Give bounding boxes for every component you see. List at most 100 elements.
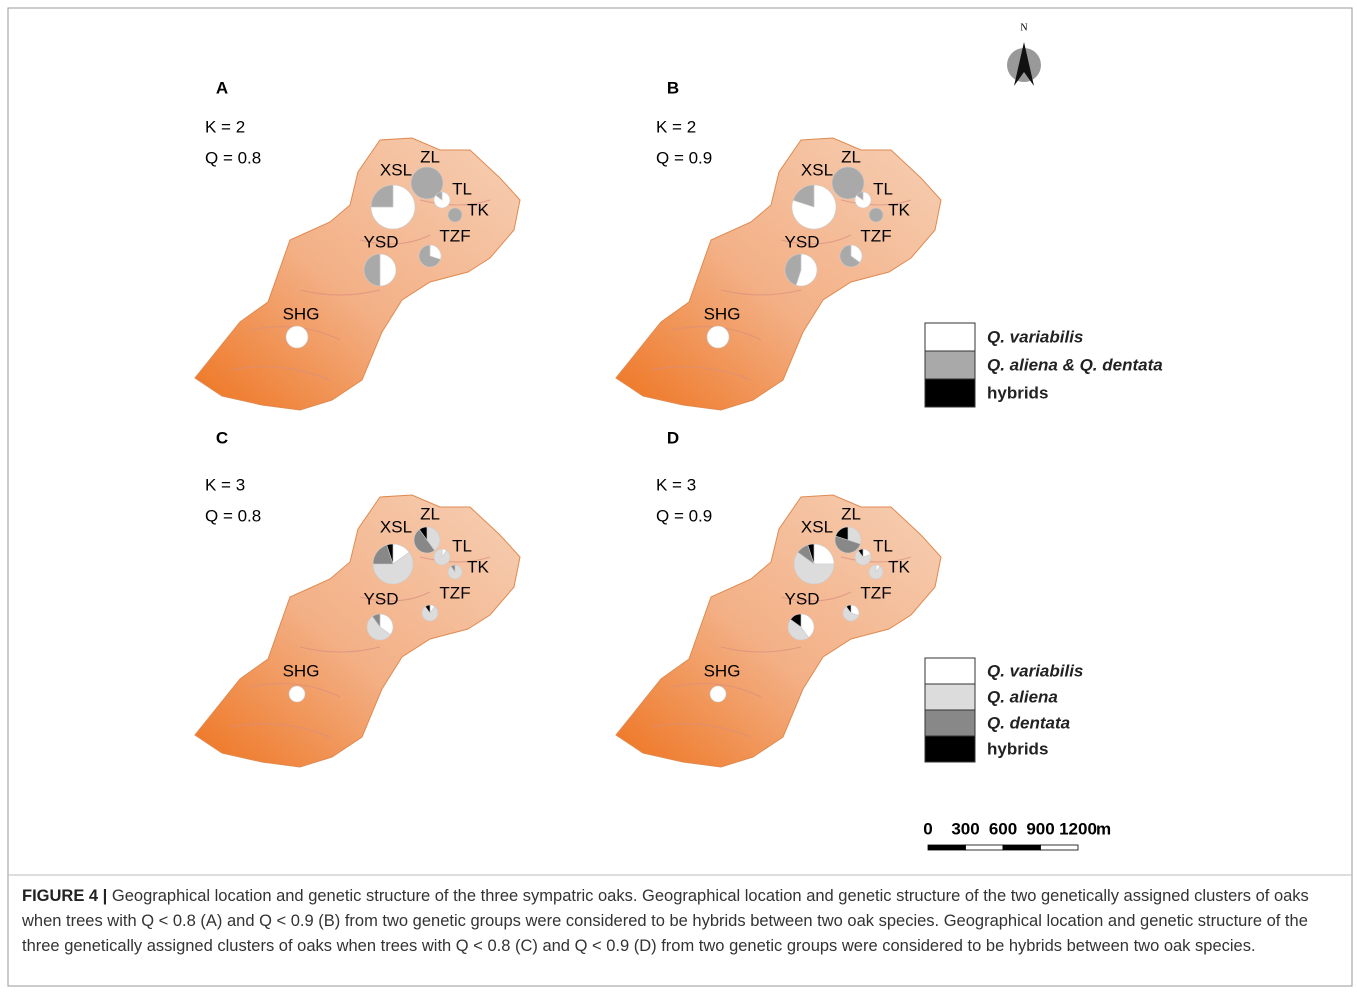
- pie-slice: [813, 543, 835, 565]
- pie-slice: [856, 191, 864, 201]
- site-label: YSD: [364, 232, 399, 251]
- scale-segment: [965, 844, 1004, 851]
- pie-slice: [842, 606, 859, 622]
- site-label: ZL: [841, 504, 861, 523]
- pie-slice: [366, 616, 391, 641]
- scale-label: 300: [951, 819, 979, 838]
- pie-slice: [706, 325, 730, 349]
- site-label: ZL: [841, 147, 861, 166]
- pie-slice: [793, 551, 835, 585]
- legend-swatch: [924, 657, 976, 685]
- site-label: YSD: [785, 232, 820, 251]
- site-label: TK: [467, 557, 489, 576]
- site-label: TK: [888, 557, 910, 576]
- pie-slice: [363, 253, 381, 287]
- panel: B K = 2 Q = 0.9 ZL XSL TL TK YSD TZF SHG: [615, 78, 942, 411]
- pie-slice: [834, 535, 861, 554]
- north-arrow: N: [1007, 22, 1041, 86]
- site-label: TZF: [439, 583, 470, 602]
- site-label: TK: [888, 200, 910, 219]
- pie-slice: [424, 604, 431, 614]
- pie-slice: [845, 604, 852, 614]
- site-label: XSL: [380, 160, 412, 179]
- caption-label: FIGURE 4 |: [22, 887, 108, 905]
- panel-letter: C: [216, 428, 228, 447]
- scale-segment: [927, 844, 966, 851]
- legend-label: Q. aliena & Q. dentata: [987, 355, 1163, 374]
- pie-slice: [850, 244, 863, 263]
- k-label: K = 3: [656, 475, 696, 494]
- site-label: SHG: [283, 304, 320, 323]
- legend-swatch: [924, 735, 976, 763]
- pie-slice: [288, 685, 306, 703]
- site-label: TL: [452, 536, 472, 555]
- pie-slice: [787, 618, 810, 641]
- site-label: TZF: [439, 226, 470, 245]
- pie-slice: [800, 613, 815, 638]
- panel: D K = 3 Q = 0.9 ZL XSL TL TK YSD TZF SHG: [615, 428, 942, 768]
- site-label: YSD: [785, 589, 820, 608]
- legend-label: Q. dentata: [987, 713, 1070, 732]
- pie-slice: [854, 550, 872, 566]
- site-label: TZF: [860, 583, 891, 602]
- pie-slice: [709, 685, 727, 703]
- pie-slice: [868, 564, 884, 580]
- scale-segment: [1040, 844, 1079, 851]
- north-label: N: [1020, 22, 1027, 33]
- pie-slice: [379, 613, 394, 636]
- scale-label: 600: [989, 819, 1017, 838]
- pie-slice: [371, 613, 381, 628]
- site-label: TZF: [860, 226, 891, 245]
- scale-label: 900: [1026, 819, 1054, 838]
- scale-label: 0: [923, 819, 932, 838]
- legend-label: Q. variabilis: [987, 327, 1083, 346]
- scale-segment: [1002, 844, 1041, 851]
- pie-slice: [370, 184, 394, 208]
- panel-letter: D: [667, 428, 679, 447]
- panel-letter: B: [667, 78, 679, 97]
- k-label: K = 2: [205, 117, 245, 136]
- pie-slice: [847, 526, 862, 545]
- legend-label: hybrids: [987, 383, 1048, 402]
- panel: A K = 2 Q = 0.8 ZL XSL TL TK YSD TZF SHG: [194, 78, 521, 411]
- site-label: ZL: [420, 504, 440, 523]
- pie-slice: [807, 543, 815, 565]
- site-label: ZL: [420, 147, 440, 166]
- site-label: XSL: [380, 517, 412, 536]
- panel-letter: A: [216, 78, 228, 97]
- site-label: TL: [873, 179, 893, 198]
- site-label: XSL: [801, 517, 833, 536]
- pie-slice: [450, 564, 456, 573]
- pie-slice: [386, 543, 394, 565]
- site-label: XSL: [801, 160, 833, 179]
- legend-swatch: [924, 378, 976, 408]
- pie-slice: [784, 253, 802, 286]
- site-label: TK: [467, 200, 489, 219]
- legend-label: Q. aliena: [987, 687, 1058, 706]
- pie-slice: [413, 529, 436, 554]
- frame: [7, 7, 1353, 987]
- pie-slice: [839, 244, 861, 268]
- pie-slice: [792, 184, 815, 208]
- scale-unit: m: [1096, 819, 1111, 838]
- pie-slice: [831, 166, 865, 200]
- k-label: K = 3: [205, 475, 245, 494]
- caption-text: Geographical location and genetic struct…: [22, 887, 1309, 955]
- legend-swatch: [924, 350, 976, 380]
- q-label: Q = 0.9: [656, 148, 712, 167]
- q-label: Q = 0.9: [656, 506, 712, 525]
- site-label: SHG: [704, 304, 741, 323]
- caption: FIGURE 4 | Geographical location and gen…: [22, 884, 1322, 959]
- pie-slice: [379, 253, 397, 287]
- pie-slice: [868, 207, 884, 223]
- scale-label: 1200: [1059, 819, 1097, 838]
- pie-slice: [447, 207, 463, 223]
- panel: C K = 3 Q = 0.8 ZL XSL TL TK YSD TZF SHG: [194, 428, 521, 768]
- pie-slice: [418, 244, 441, 268]
- pie-slice: [433, 548, 451, 566]
- pie-slice: [426, 526, 441, 551]
- q-label: Q = 0.8: [205, 506, 261, 525]
- legend-swatch: [924, 709, 976, 737]
